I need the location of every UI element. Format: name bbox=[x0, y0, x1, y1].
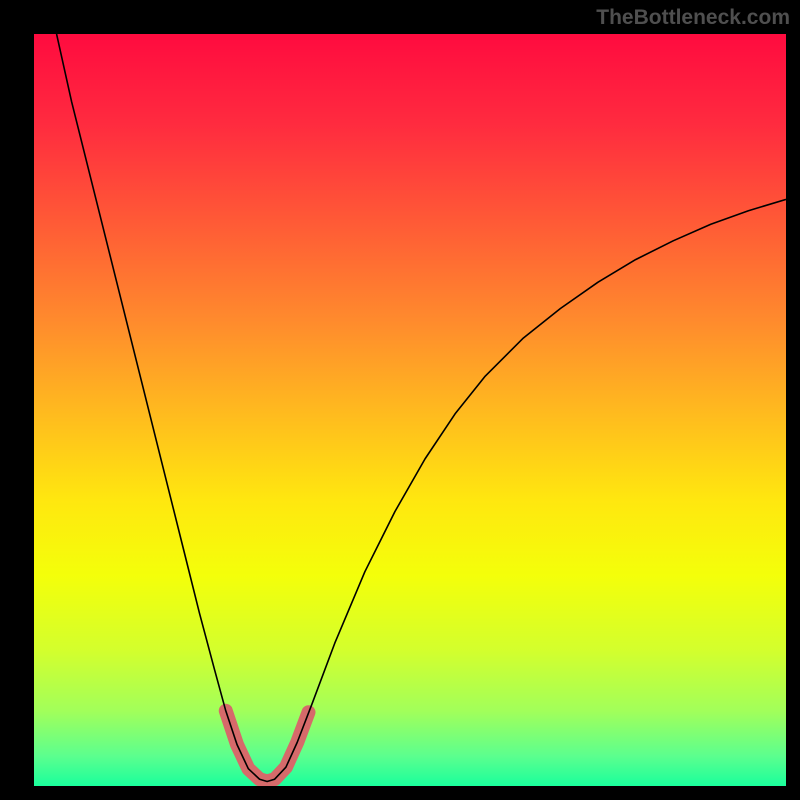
plot-area bbox=[34, 34, 786, 786]
watermark-text: TheBottleneck.com bbox=[596, 6, 790, 30]
chart-frame: TheBottleneck.com bbox=[0, 0, 800, 800]
